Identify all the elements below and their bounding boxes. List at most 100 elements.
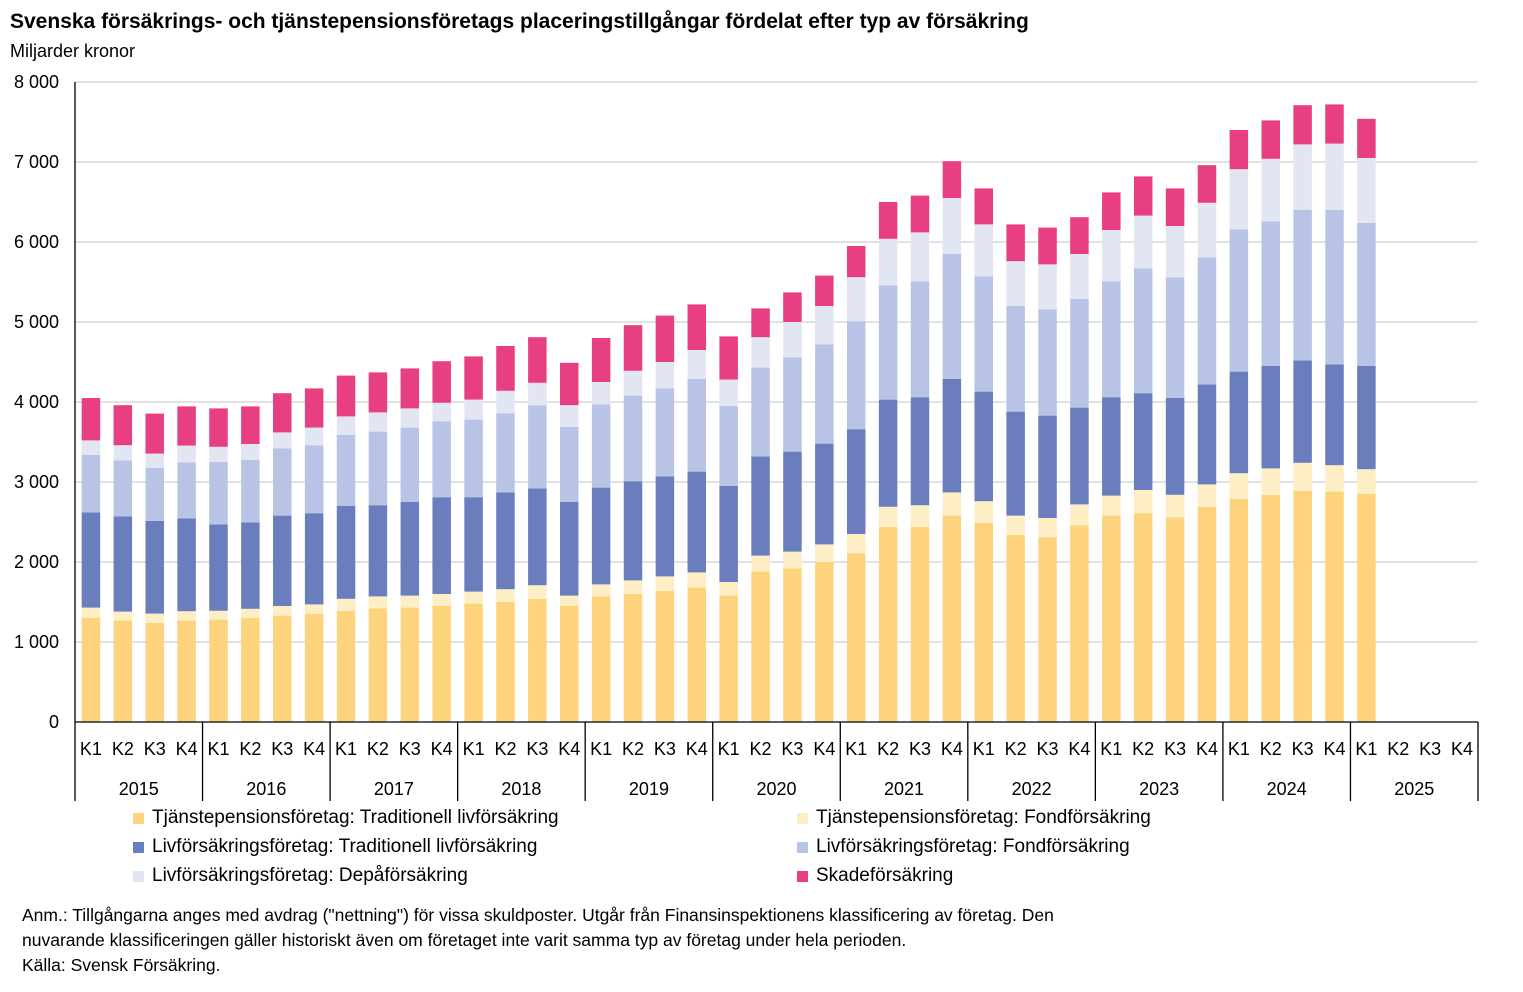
bar-segment [974, 188, 994, 225]
x-tick-label: K4 [176, 739, 198, 759]
bar-segment [177, 462, 196, 519]
bar-segment [1038, 537, 1057, 722]
legend-swatch [133, 870, 144, 882]
bar-segment [113, 620, 133, 722]
y-tick-label: 6 000 [14, 232, 59, 252]
bar-segment [400, 368, 420, 409]
x-tick-label: K3 [1292, 739, 1314, 759]
bar-segment [1070, 504, 1089, 526]
bar-segment [1357, 469, 1376, 494]
bar-segment [432, 361, 451, 403]
bar-segment [304, 388, 324, 428]
bar-segment [81, 454, 101, 513]
bar-segment [1325, 210, 1344, 365]
bar-segment [591, 584, 611, 597]
bar-segment [719, 336, 738, 380]
bar-segment [336, 434, 356, 506]
bar-segment [559, 405, 579, 427]
bar-segment [1038, 518, 1057, 538]
bar-segment [1006, 515, 1025, 535]
legend-item: Tjänstepensionsföretag: Fondförsäkring [797, 807, 1151, 829]
bar-segment [241, 460, 260, 523]
bar-segment [719, 595, 738, 722]
bar-segment [1197, 202, 1217, 258]
x-tick-label: K4 [431, 739, 453, 759]
bar-segment [1261, 221, 1280, 366]
bar-segment [1293, 462, 1312, 491]
bar-segment [304, 614, 324, 722]
bar-segment [1165, 188, 1185, 226]
bar-segment [974, 276, 994, 392]
bar-segment [336, 610, 356, 722]
bar-segment [1070, 217, 1089, 254]
bar-segment [528, 598, 547, 722]
bar-segment [368, 608, 388, 722]
y-tick-label: 7 000 [14, 152, 59, 172]
bar-segment [815, 275, 834, 306]
bar-segment [336, 598, 356, 611]
bar-segment [336, 375, 356, 417]
bar-segment [1229, 498, 1249, 722]
bar-segment [1197, 506, 1217, 722]
bar-segment [942, 161, 962, 198]
bar-segment [177, 518, 196, 612]
x-tick-label: K2 [239, 739, 261, 759]
bar-segment [783, 357, 802, 452]
x-tick-label: K2 [494, 739, 516, 759]
bar-segment [145, 468, 164, 521]
x-tick-label: K2 [750, 739, 772, 759]
bar-segment [1006, 306, 1025, 412]
bar-segment [528, 585, 547, 599]
bar-segment [1102, 515, 1121, 722]
bar-segment [623, 580, 643, 594]
bar-segment [974, 501, 994, 523]
x-tick-label: K1 [973, 739, 995, 759]
bar-segment [719, 406, 738, 486]
bar-segment [113, 611, 133, 621]
bar-segment [1133, 393, 1153, 490]
bar-segment [719, 379, 738, 406]
bar-segment [687, 587, 707, 722]
legend-swatch [133, 841, 144, 853]
bar-segment [496, 492, 515, 590]
x-tick-label: K1 [1355, 739, 1377, 759]
bar-segment [304, 427, 324, 446]
bar-segment [273, 432, 292, 449]
bar-segment [751, 456, 770, 556]
bar-segment [815, 562, 834, 722]
bar-segment [1006, 411, 1025, 516]
y-tick-label: 2 000 [14, 552, 59, 572]
bar-segment [559, 502, 579, 596]
bar-segment [368, 412, 388, 432]
bar-segment [910, 195, 930, 233]
bar-segment [81, 512, 101, 608]
bar-segment [942, 198, 962, 254]
bar-segment [623, 325, 643, 371]
bar-segment [209, 446, 228, 462]
note-line-1: Anm.: Tillgångarna anges med avdrag ("ne… [22, 905, 1054, 925]
bar-segment [1293, 105, 1312, 145]
bar-segment [559, 426, 579, 502]
bar-segment [368, 431, 388, 506]
bar-segment [1293, 360, 1312, 463]
bar-segment [209, 524, 228, 611]
note-line-2: nuvarande klassificeringen gäller histor… [22, 930, 907, 950]
bar-segment [1102, 230, 1121, 282]
bar-segment [591, 382, 611, 405]
bar-segment [751, 367, 770, 457]
bar-segment [145, 613, 164, 623]
x-tick-label: K2 [367, 739, 389, 759]
bar-segment [815, 306, 834, 345]
y-tick-label: 0 [49, 712, 59, 732]
bar-segment [783, 322, 802, 358]
bar-segment [942, 492, 962, 516]
bar-segment [623, 370, 643, 396]
bar-segment [687, 572, 707, 588]
legend-label: Tjänstepensionsföretag: Fondförsäkring [816, 807, 1151, 828]
bar-segment [432, 606, 451, 722]
bar-segment [655, 590, 675, 722]
bar-segment [815, 544, 834, 562]
bar-segment [719, 582, 738, 596]
x-tick-label: K1 [80, 739, 102, 759]
legend-label: Tjänstepensionsföretag: Traditionell liv… [152, 807, 559, 828]
